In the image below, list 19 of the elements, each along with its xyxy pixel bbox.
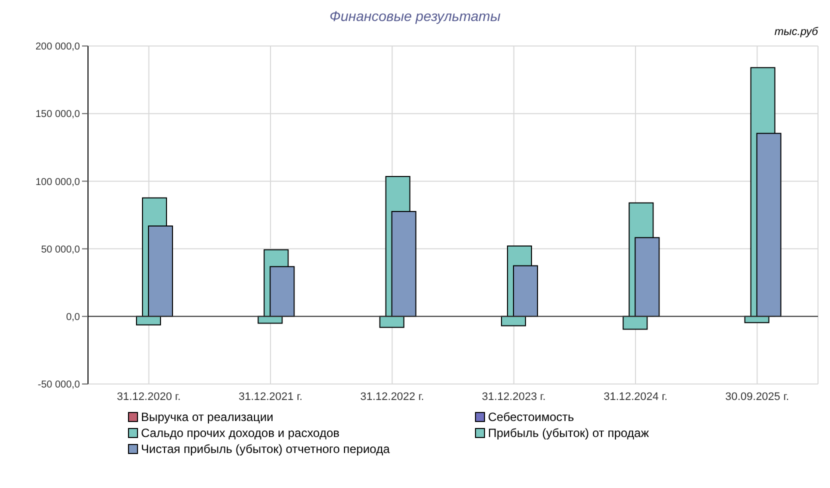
y-tick-label: 50 000,0: [41, 244, 80, 256]
legend-label: Прибыль (убыток) от продаж: [488, 426, 649, 440]
x-tick-label: 31.12.2021 г.: [238, 390, 302, 403]
chart-title: Финансовые результаты: [328, 8, 502, 24]
y-tick-label: -50 000,0: [38, 380, 80, 391]
legend-label: Выручка от реализации: [141, 410, 274, 424]
x-tick-label: 31.12.2024 г.: [604, 390, 668, 403]
legend-label: Сальдо прочих доходов и расходов: [141, 426, 340, 440]
y-tick-label: 0,0: [66, 312, 80, 323]
legend-label: Чистая прибыль (убыток) отчетного периода: [141, 442, 390, 456]
x-tick-label: 31.12.2020 г.: [116, 390, 181, 403]
x-tick-label: 30.09.2025 г.: [725, 390, 790, 403]
x-tick-label: 31.12.2022 г.: [360, 390, 424, 403]
y-tick-label: 200 000,0: [36, 42, 80, 53]
y-tick-label: 100 000,0: [36, 176, 80, 188]
y-tick-label: 150 000,0: [36, 109, 80, 120]
x-tick-label: 31.12.2023 г.: [482, 390, 546, 403]
y-axis-title: тыс.руб: [774, 26, 818, 38]
legend-label: Себестоимость: [488, 410, 574, 424]
